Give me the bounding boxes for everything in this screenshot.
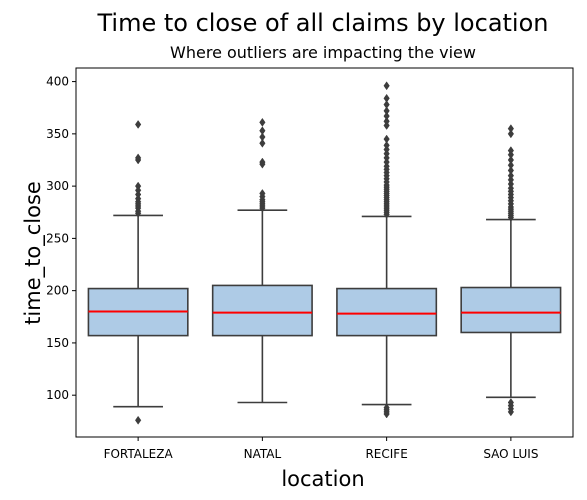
outlier-point [507, 146, 514, 156]
y-axis-label: time_to_close [21, 181, 46, 325]
outlier-point [507, 171, 514, 181]
iqr-box [460, 286, 562, 334]
x-tick-label: SAO LUIS [483, 447, 538, 461]
y-tick-label: 350 [46, 127, 69, 141]
outlier-point [383, 403, 390, 413]
outlier-point [383, 116, 390, 126]
outlier-point [259, 132, 266, 142]
chart-title: Time to close of all claims by location [96, 9, 548, 37]
outlier-point [507, 398, 514, 407]
y-tick-label: 100 [46, 388, 69, 402]
iqr-box [211, 284, 313, 337]
y-tick-label: 200 [46, 284, 69, 298]
iqr-box [336, 287, 438, 337]
outlier-point [259, 117, 266, 127]
x-tick-label: RECIFE [365, 447, 407, 461]
outlier-point [259, 157, 266, 167]
x-tick-label: FORTALEZA [104, 447, 174, 461]
outlier-point [259, 189, 266, 198]
outlier-point [507, 124, 514, 134]
outlier-point [383, 111, 390, 121]
outlier-point [507, 160, 514, 170]
outlier-point [383, 81, 390, 91]
outlier-point [383, 93, 390, 103]
outlier-point [383, 100, 390, 110]
outlier-point [259, 138, 266, 148]
outlier-point [259, 126, 266, 136]
plot-area-frame [75, 67, 574, 438]
y-tick-label: 400 [46, 75, 69, 89]
outlier-point [507, 129, 514, 139]
outlier-point [507, 155, 514, 165]
outlier-point [383, 140, 390, 150]
x-tick-label: NATAL [244, 447, 282, 461]
outlier-point [135, 415, 142, 425]
outlier-point [135, 120, 142, 129]
outlier-point [383, 106, 390, 116]
outlier-point [135, 153, 142, 163]
x-axis-label: location [281, 467, 364, 491]
y-tick-label: 300 [46, 179, 69, 193]
outlier-point [135, 181, 142, 191]
outlier-point [383, 134, 390, 144]
y-tick-label: 150 [46, 336, 69, 350]
outlier-point [507, 166, 514, 175]
y-tick-label: 250 [46, 231, 69, 245]
chart-subtitle: Where outliers are impacting the view [170, 43, 476, 62]
